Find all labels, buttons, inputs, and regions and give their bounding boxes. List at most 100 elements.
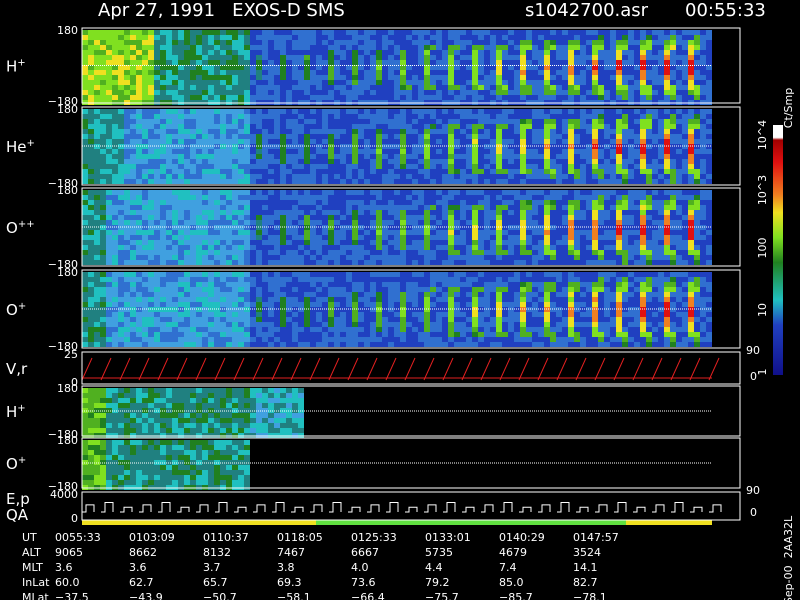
pixel [436,205,442,210]
pixel [454,154,460,159]
pixel [160,327,166,332]
pixel [532,119,538,124]
pixel [262,40,268,45]
pixel [610,90,616,95]
pixel [562,195,568,200]
pixel [166,205,172,210]
pixel [646,169,652,174]
pixel [478,30,484,35]
pixel [214,230,220,235]
pixel [670,30,676,35]
pixel [346,80,352,85]
pixel [202,164,208,169]
pixel [646,60,652,65]
pixel [430,154,436,159]
pixel [394,134,400,139]
pixel [364,200,370,205]
pixel [82,114,88,119]
pixel [382,215,388,220]
pixel [154,282,160,287]
pixel [520,205,526,210]
pixel [580,174,586,179]
pixel [142,250,148,255]
pixel [562,40,568,45]
pixel [130,327,136,332]
pixel [94,124,100,129]
pixel [148,230,154,235]
pixel [124,95,130,100]
pixel [508,220,514,225]
pixel [178,154,184,159]
pixel [466,65,472,70]
pixel [592,255,598,260]
pixel [286,200,292,205]
pixel [142,60,148,65]
pixel [136,272,142,277]
pixel [652,164,658,169]
pixel [304,220,310,225]
pixel [268,200,274,205]
pixel [460,164,466,169]
pixel [598,200,604,205]
pixel [202,215,208,220]
y-tick-label: −180 [48,177,78,190]
pixel [412,169,418,174]
pixel [658,45,664,50]
pixel [160,317,166,322]
pixel [580,139,586,144]
pixel [448,245,454,250]
pixel [382,250,388,255]
pixel [526,230,532,235]
pixel [592,190,598,195]
pixel [628,95,634,100]
pixel [466,124,472,129]
pixel [250,80,256,85]
pixel [190,55,196,60]
pixel [334,179,340,184]
pixel [166,85,172,90]
pixel [178,70,184,75]
pixel [688,70,694,75]
pixel [250,250,256,255]
pixel [88,65,94,70]
pixel [166,90,172,95]
pixel [154,230,160,235]
pixel [292,119,298,124]
pixel [460,70,466,75]
pixel [436,220,442,225]
pixel [262,129,268,134]
pixel [148,220,154,225]
pixel [196,235,202,240]
pixel [286,245,292,250]
pixel [328,60,334,65]
pixel [640,80,646,85]
pixel [94,50,100,55]
pixel [334,60,340,65]
pixel [622,210,628,215]
pixel [190,220,196,225]
pixel [556,195,562,200]
pixel [604,169,610,174]
pixel [700,164,706,169]
pixel [622,220,628,225]
pixel [172,327,178,332]
pixel [640,215,646,220]
pixel [124,255,130,260]
pixel [202,75,208,80]
pixel [640,255,646,260]
pixel [154,337,160,342]
pixel [628,250,634,255]
pixel [358,235,364,240]
pixel [610,230,616,235]
pixel [370,70,376,75]
pixel [466,75,472,80]
pixel [244,210,250,215]
pixel [280,215,286,220]
pixel [658,90,664,95]
pixel [550,230,556,235]
pixel [484,235,490,240]
pixel [628,134,634,139]
pixel [496,245,502,250]
pixel [148,332,154,337]
